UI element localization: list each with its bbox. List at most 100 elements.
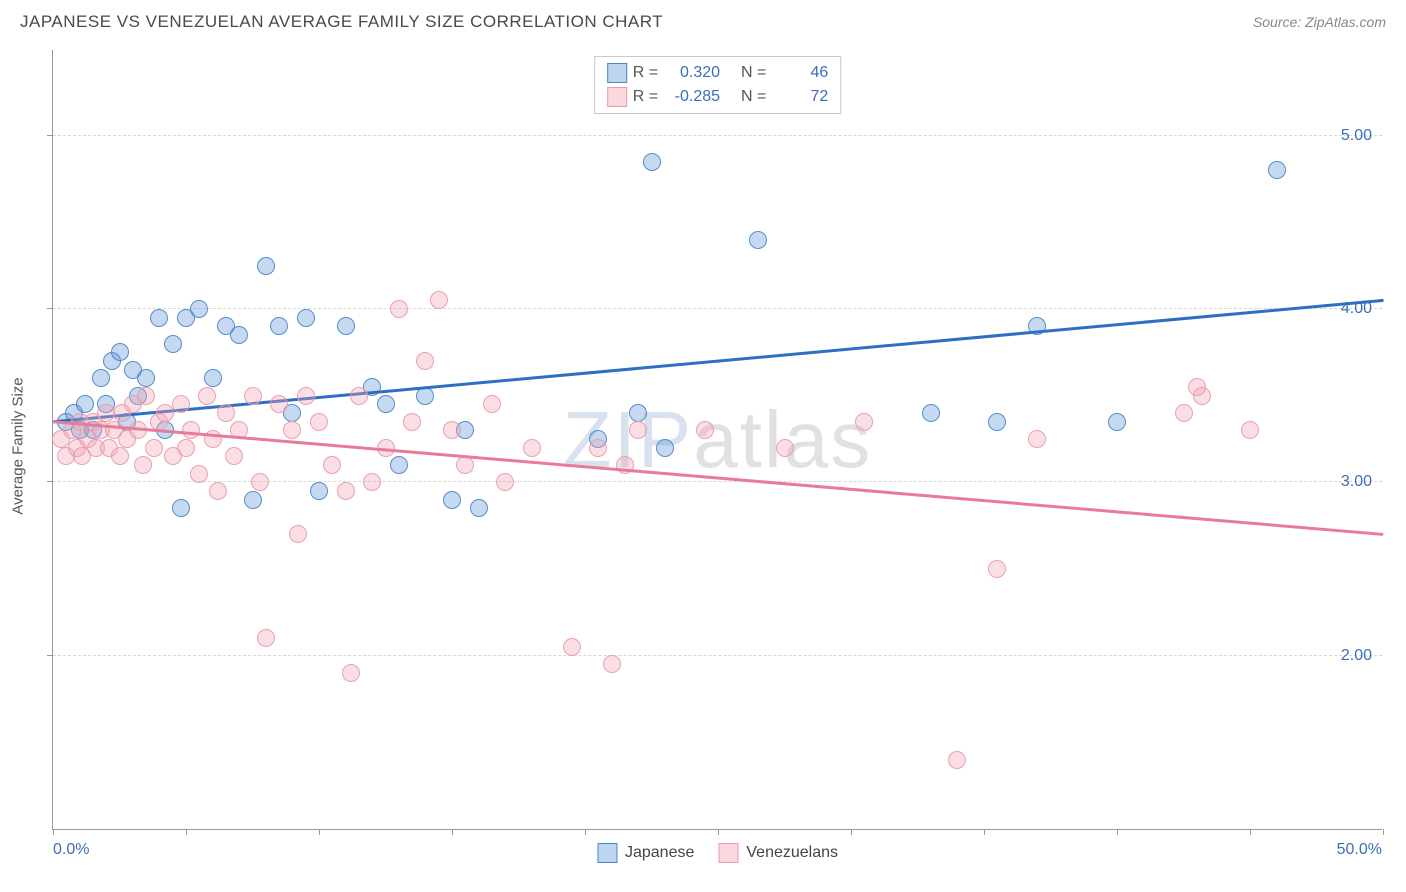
legend-swatch xyxy=(597,843,617,863)
gridline-h xyxy=(53,135,1382,136)
x-tick xyxy=(984,829,985,835)
data-point xyxy=(1108,413,1126,431)
x-tick xyxy=(53,829,54,835)
data-point xyxy=(297,387,315,405)
r-value: 0.320 xyxy=(664,64,720,82)
watermark: ZIPatlas xyxy=(563,394,872,486)
x-tick xyxy=(452,829,453,835)
data-point xyxy=(1193,387,1211,405)
x-tick xyxy=(718,829,719,835)
data-point xyxy=(416,387,434,405)
x-tick xyxy=(1117,829,1118,835)
n-label: N = xyxy=(741,64,766,82)
x-tick xyxy=(851,829,852,835)
data-point xyxy=(76,395,94,413)
x-tick xyxy=(186,829,187,835)
data-point xyxy=(310,413,328,431)
source-label: Source: ZipAtlas.com xyxy=(1253,14,1386,30)
legend-label: Japanese xyxy=(625,844,694,862)
x-tick xyxy=(585,829,586,835)
gridline-h xyxy=(53,655,1382,656)
n-value: 46 xyxy=(772,64,828,82)
chart-title: JAPANESE VS VENEZUELAN AVERAGE FAMILY SI… xyxy=(20,12,663,32)
data-point xyxy=(470,499,488,517)
data-point xyxy=(416,352,434,370)
data-point xyxy=(323,456,341,474)
legend-swatch xyxy=(718,843,738,863)
data-point xyxy=(443,421,461,439)
data-point xyxy=(443,491,461,509)
y-tick-label: 2.00 xyxy=(1341,647,1372,665)
data-point xyxy=(172,499,190,517)
data-point xyxy=(111,447,129,465)
x-tick xyxy=(1250,829,1251,835)
series-legend: Japanese Venezuelans xyxy=(597,843,838,863)
correlation-legend: R = 0.320 N = 46 R = -0.285 N = 72 xyxy=(594,56,842,114)
chart-plot-area: ZIPatlas R = 0.320 N = 46 R = -0.285 N =… xyxy=(52,50,1382,830)
data-point xyxy=(1268,161,1286,179)
data-point xyxy=(430,291,448,309)
y-tick xyxy=(47,308,53,309)
legend-swatch xyxy=(607,63,627,83)
data-point xyxy=(283,421,301,439)
data-point xyxy=(342,664,360,682)
data-point xyxy=(629,421,647,439)
data-point xyxy=(289,525,307,543)
legend-item: Japanese xyxy=(597,843,694,863)
data-point xyxy=(198,387,216,405)
data-point xyxy=(337,317,355,335)
legend-row: R = 0.320 N = 46 xyxy=(607,61,829,85)
data-point xyxy=(390,300,408,318)
data-point xyxy=(244,387,262,405)
gridline-h xyxy=(53,308,1382,309)
data-point xyxy=(297,309,315,327)
data-point xyxy=(177,439,195,457)
data-point xyxy=(172,395,190,413)
data-point xyxy=(483,395,501,413)
data-point xyxy=(257,257,275,275)
r-label: R = xyxy=(633,64,658,82)
data-point xyxy=(922,404,940,422)
data-point xyxy=(403,413,421,431)
data-point xyxy=(749,231,767,249)
data-point xyxy=(643,153,661,171)
data-point xyxy=(1028,430,1046,448)
legend-label: Venezuelans xyxy=(746,844,838,862)
data-point xyxy=(988,560,1006,578)
data-point xyxy=(209,482,227,500)
n-value: 72 xyxy=(772,88,828,106)
data-point xyxy=(377,395,395,413)
data-point xyxy=(134,456,152,474)
data-point xyxy=(270,317,288,335)
data-point xyxy=(257,629,275,647)
data-point xyxy=(948,751,966,769)
y-tick xyxy=(47,481,53,482)
x-min-label: 0.0% xyxy=(53,841,89,859)
data-point xyxy=(776,439,794,457)
legend-row: R = -0.285 N = 72 xyxy=(607,85,829,109)
data-point xyxy=(182,421,200,439)
data-point xyxy=(1175,404,1193,422)
data-point xyxy=(523,439,541,457)
data-point xyxy=(204,369,222,387)
data-point xyxy=(190,465,208,483)
data-point xyxy=(656,439,674,457)
data-point xyxy=(696,421,714,439)
data-point xyxy=(350,387,368,405)
y-tick-label: 5.00 xyxy=(1341,127,1372,145)
data-point xyxy=(217,404,235,422)
data-point xyxy=(145,439,163,457)
data-point xyxy=(629,404,647,422)
data-point xyxy=(496,473,514,491)
legend-swatch xyxy=(607,87,627,107)
data-point xyxy=(244,491,262,509)
data-point xyxy=(563,638,581,656)
data-point xyxy=(225,447,243,465)
data-point xyxy=(270,395,288,413)
data-point xyxy=(589,439,607,457)
legend-item: Venezuelans xyxy=(718,843,838,863)
data-point xyxy=(1241,421,1259,439)
data-point xyxy=(164,335,182,353)
y-tick xyxy=(47,135,53,136)
data-point xyxy=(92,369,110,387)
